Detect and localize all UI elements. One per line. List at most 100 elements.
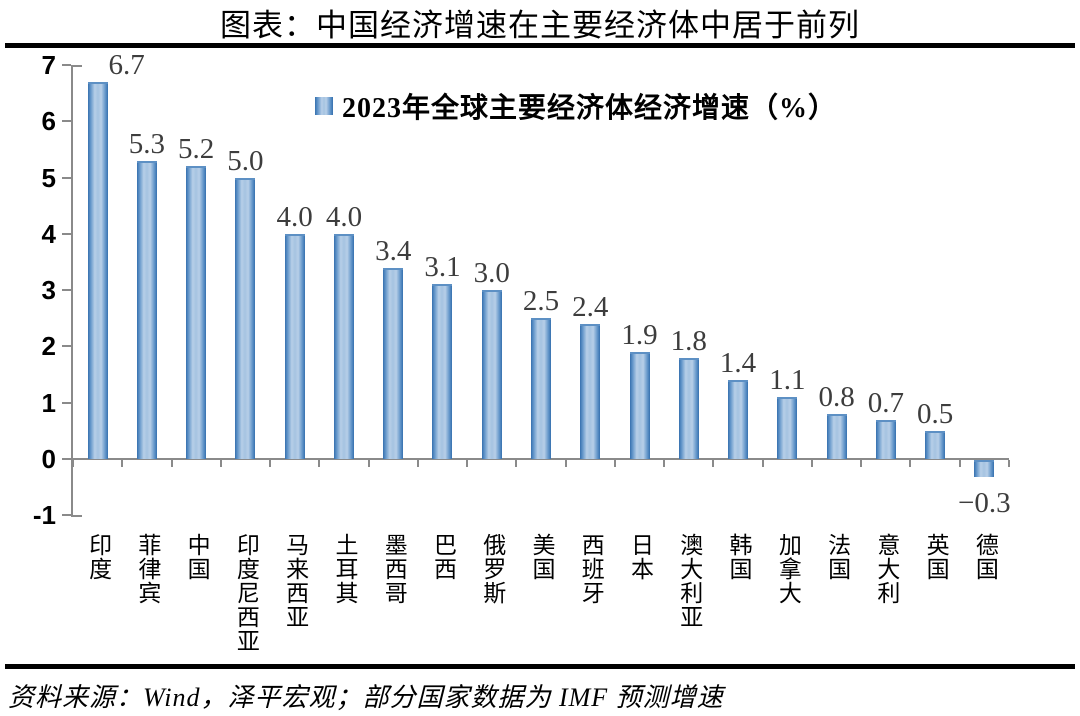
category-label: 韩国 bbox=[726, 533, 752, 581]
category-label: 俄罗斯 bbox=[479, 533, 505, 605]
x-axis-tick bbox=[219, 460, 222, 467]
top-divider bbox=[5, 43, 1075, 48]
bar-value-label: 3.1 bbox=[424, 251, 461, 284]
x-axis-tick bbox=[564, 460, 567, 467]
bar bbox=[432, 284, 453, 459]
category-label: 菲律宾 bbox=[134, 533, 160, 605]
y-axis-label: 2 bbox=[41, 331, 56, 362]
x-axis-tick bbox=[121, 460, 124, 467]
bar-value-label: 0.5 bbox=[916, 397, 954, 430]
bar-value-label: 5.3 bbox=[128, 127, 166, 160]
bar-value-label: 1.8 bbox=[670, 324, 707, 357]
legend-swatch-icon bbox=[315, 97, 333, 115]
y-axis-tick bbox=[62, 120, 71, 123]
x-axis-tick bbox=[367, 460, 370, 467]
y-axis-tick bbox=[62, 289, 71, 292]
bar-value-label: 4.0 bbox=[276, 200, 313, 233]
category-label: 意大利 bbox=[873, 533, 899, 605]
chart-title: 图表：中国经济增速在主要经济体中居于前列 bbox=[220, 8, 860, 43]
y-axis-label: 3 bbox=[41, 275, 56, 306]
x-axis-tick bbox=[761, 460, 764, 467]
category-label: 加拿大 bbox=[775, 533, 801, 605]
bar bbox=[678, 357, 699, 459]
y-axis-tick bbox=[62, 458, 71, 460]
category-label: 马来西亚 bbox=[282, 533, 308, 629]
bar-value-label: 3.0 bbox=[473, 257, 510, 290]
category-label: 印度尼西亚 bbox=[233, 533, 259, 653]
x-axis-tick bbox=[909, 460, 912, 467]
bar bbox=[481, 290, 502, 459]
category-label: 英国 bbox=[923, 533, 949, 581]
legend-label: 2023年全球主要经济体经济增速（%） bbox=[342, 93, 838, 124]
bar bbox=[629, 352, 650, 459]
category-label: 德国 bbox=[972, 533, 998, 581]
x-axis-tick bbox=[515, 460, 518, 467]
bar bbox=[284, 233, 305, 459]
bar-value-label: 0.7 bbox=[867, 386, 904, 419]
bar bbox=[826, 413, 847, 459]
x-axis-tick bbox=[810, 460, 813, 467]
category-label: 中国 bbox=[184, 533, 210, 581]
x-axis-tick bbox=[1008, 460, 1010, 467]
y-axis-label: 4 bbox=[41, 218, 56, 249]
x-axis-tick bbox=[72, 460, 74, 467]
category-label: 印度 bbox=[85, 533, 111, 581]
bar-value-label: 2.4 bbox=[572, 290, 609, 323]
bar-value-label: 0.8 bbox=[818, 380, 855, 413]
category-label: 澳大利亚 bbox=[676, 533, 702, 629]
bar-value-label: 6.7 bbox=[108, 48, 145, 81]
bar bbox=[580, 323, 601, 459]
bar bbox=[333, 233, 354, 459]
x-axis-tick bbox=[712, 460, 715, 467]
bar bbox=[974, 460, 995, 477]
bar-value-label: 1.9 bbox=[621, 319, 658, 352]
y-axis-tick bbox=[62, 63, 71, 66]
x-axis-tick bbox=[860, 460, 863, 467]
category-label: 墨西哥 bbox=[381, 533, 407, 605]
x-axis-tick bbox=[466, 460, 469, 467]
bar bbox=[925, 430, 946, 459]
y-axis-line bbox=[71, 64, 73, 518]
category-label: 日本 bbox=[627, 533, 653, 581]
x-axis-tick bbox=[958, 460, 961, 467]
source-note: 资料来源：Wind，泽平宏观；部分国家数据为 IMF 预测增速 bbox=[8, 683, 724, 712]
bar-value-label: 1.4 bbox=[719, 347, 757, 380]
y-axis-label: 5 bbox=[41, 162, 56, 193]
y-axis-tick bbox=[62, 176, 71, 179]
y-axis-label: 7 bbox=[41, 49, 56, 80]
y-axis-top-cap bbox=[71, 64, 82, 67]
bar-value-label: 2.5 bbox=[522, 285, 560, 318]
bar-value-label: 5.2 bbox=[178, 133, 215, 166]
bar-value-label: 5.0 bbox=[227, 144, 264, 177]
bar bbox=[87, 81, 108, 459]
category-label: 法国 bbox=[824, 533, 850, 581]
category-label: 西班牙 bbox=[578, 533, 604, 605]
bar-value-label: 4.0 bbox=[325, 200, 363, 233]
bar-value-label: −0.3 bbox=[958, 486, 1011, 519]
y-axis-label: 6 bbox=[41, 106, 56, 137]
category-label: 美国 bbox=[529, 533, 554, 581]
y-axis-label: 0 bbox=[41, 444, 56, 474]
x-axis-tick bbox=[613, 460, 616, 467]
bar bbox=[235, 177, 256, 459]
x-axis-line bbox=[71, 458, 1009, 460]
y-axis-tick bbox=[62, 514, 71, 517]
bar bbox=[777, 397, 798, 459]
x-axis-tick bbox=[663, 460, 666, 467]
x-axis-tick bbox=[416, 460, 419, 467]
x-axis-tick bbox=[269, 460, 272, 467]
bar-value-label: 1.1 bbox=[769, 364, 806, 397]
bar bbox=[728, 380, 749, 459]
bottom-divider bbox=[5, 664, 1075, 669]
y-axis-tick bbox=[62, 232, 71, 235]
bar bbox=[136, 160, 157, 459]
bar bbox=[383, 267, 404, 459]
y-axis-label: 1 bbox=[41, 387, 56, 418]
y-axis-label: -1 bbox=[32, 500, 56, 531]
y-axis-tick bbox=[62, 345, 71, 348]
x-axis-tick bbox=[318, 460, 321, 467]
bar bbox=[531, 318, 551, 459]
bar bbox=[875, 419, 896, 459]
